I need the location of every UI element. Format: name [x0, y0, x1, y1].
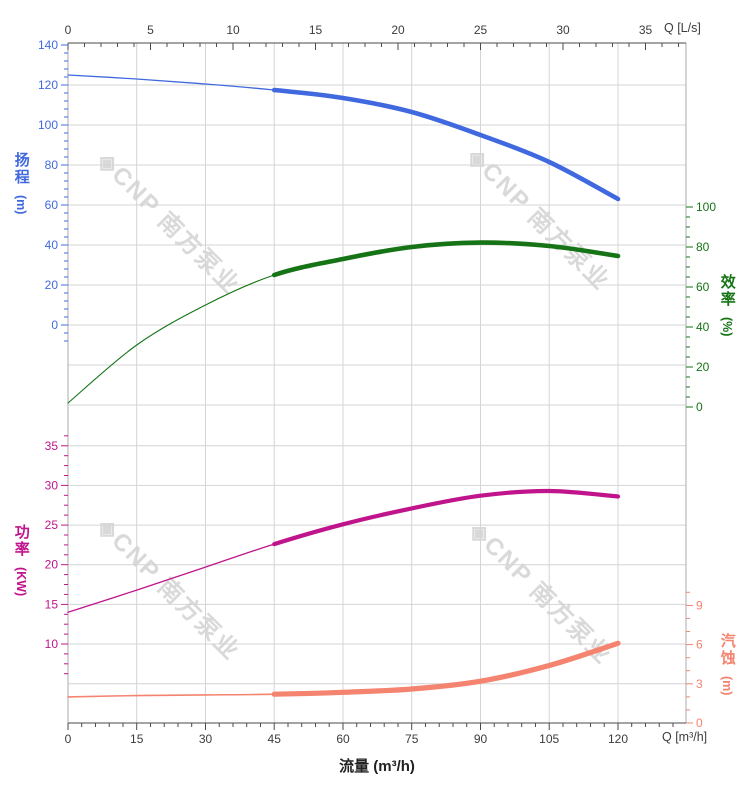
efficiency-axis-title: 效率 (%): [718, 274, 736, 337]
tick-label: 25: [45, 518, 59, 532]
tick-label: 60: [336, 732, 350, 746]
tick-label: 30: [199, 732, 213, 746]
power-axis: 35 30 25 20 15 10: [45, 435, 68, 675]
tick-label: 10: [226, 23, 240, 37]
npsh-axis-title-text: 汽蚀: [718, 633, 736, 667]
tick-label: 105: [539, 732, 559, 746]
tick-label: 25: [474, 23, 488, 37]
power-curve-thin: [67, 543, 275, 613]
npsh-axis: 9 6 3 0: [686, 591, 703, 730]
tick-label: 0: [51, 318, 58, 332]
head-curve-thin: [67, 74, 275, 91]
tick-label: 5: [147, 23, 154, 37]
tick-label: 90: [474, 732, 488, 746]
head-axis-title: 扬程 (m): [12, 152, 30, 215]
tick-label: 15: [309, 23, 323, 37]
npsh-curve-thick: [271, 640, 621, 697]
efficiency-axis: 100 80 60 40 20 0: [686, 200, 716, 414]
tick-label: 20: [696, 360, 710, 374]
power-curve-thick: [272, 488, 621, 547]
tick-label: 60: [45, 198, 59, 212]
efficiency-axis-title-text: 效率: [718, 274, 736, 308]
power-axis-unit: (KW): [13, 567, 28, 597]
top-axis: 0 5 10 15 20 25 30 35: [65, 23, 679, 50]
tick-label: 6: [696, 638, 703, 652]
gridlines: [68, 43, 686, 723]
bottom-axis-unit-label: Q [m³/h]: [662, 730, 708, 744]
tick-label: 0: [65, 23, 72, 37]
bottom-axis: 0 15 30 45 60 75 90 105 120: [65, 723, 674, 746]
tick-label: 0: [65, 732, 72, 746]
tick-label: 0: [696, 716, 703, 730]
top-axis-unit-label: Q [L/s]: [664, 21, 701, 35]
tick-label: 45: [268, 732, 282, 746]
power-axis-title-text: 功率: [12, 524, 30, 558]
tick-label: 9: [696, 598, 703, 612]
tick-label: 20: [391, 23, 405, 37]
tick-label: 100: [38, 118, 58, 132]
efficiency-axis-unit: (%): [719, 317, 734, 337]
flow-axis-title: 流量 (m³/h): [339, 758, 415, 775]
tick-label: 40: [696, 320, 710, 334]
tick-label: 0: [696, 400, 703, 414]
axis-spines: [67, 42, 687, 724]
head-axis: 140 120 100 80 60 40 20 0: [38, 38, 68, 342]
tick-label: 3: [696, 677, 703, 691]
tick-label: 35: [639, 23, 653, 37]
tick-label: 60: [696, 280, 710, 294]
head-axis-title-text: 扬程: [12, 152, 30, 186]
tick-label: 10: [45, 637, 59, 651]
tick-label: 20: [45, 278, 59, 292]
tick-label: 30: [45, 478, 59, 492]
npsh-curve-thin: [67, 693, 275, 698]
tick-label: 120: [608, 732, 628, 746]
efficiency-curve-thick: [271, 240, 621, 278]
tick-label: 30: [556, 23, 570, 37]
tick-label: 80: [696, 240, 710, 254]
tick-label: 140: [38, 38, 58, 52]
power-axis-title: 功率 (KW): [12, 524, 30, 597]
npsh-axis-unit: (m): [719, 676, 734, 696]
efficiency-curve-thin: [67, 274, 275, 404]
tick-label: 15: [45, 597, 59, 611]
tick-label: 35: [45, 439, 59, 453]
head-axis-unit: (m): [13, 195, 28, 215]
tick-label: 40: [45, 238, 59, 252]
tick-label: 20: [45, 558, 59, 572]
tick-label: 120: [38, 78, 58, 92]
curves: [67, 74, 621, 698]
npsh-axis-title: 汽蚀 (m): [718, 633, 736, 696]
tick-label: 80: [45, 158, 59, 172]
head-curve-thick: [271, 87, 621, 202]
tick-label: 15: [130, 732, 144, 746]
tick-label: 100: [696, 200, 716, 214]
tick-label: 75: [405, 732, 419, 746]
